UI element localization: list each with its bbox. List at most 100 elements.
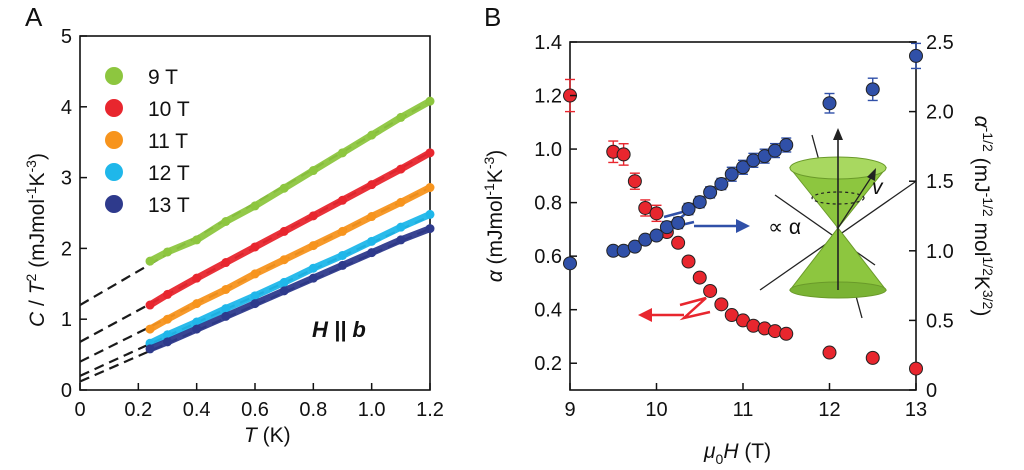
data-point <box>279 183 289 193</box>
data-point-alpha <box>724 308 739 323</box>
y-right-tick-label: 1.5 <box>926 171 954 193</box>
data-point <box>192 235 202 245</box>
data-point <box>396 112 406 122</box>
panel-a: A 0 0.2 0.4 0.6 0.8 1.0 1.2 0 1 2 3 4 5 9 T 10 T 11 T 1… <box>23 2 444 447</box>
data-point <box>308 241 318 251</box>
data-point-alpha <box>779 326 794 341</box>
data-point <box>396 222 406 232</box>
x-tick-label: 9 <box>564 399 575 421</box>
data-point-alpha-inv-sqrt <box>768 143 783 158</box>
y-left-tick-label: 0.4 <box>534 300 562 322</box>
red-arrowhead <box>638 308 652 322</box>
panel-b-ticks: 9 10 11 12 13 0.2 0.4 0.6 0.8 1.0 1.2 1.4 0 0.5 1.0 1.5… <box>534 32 954 421</box>
x-tick-label: 12 <box>818 399 840 421</box>
panel-a-xlabel: T (K) <box>244 424 291 447</box>
data-point <box>192 324 202 334</box>
data-point <box>396 197 406 207</box>
data-point <box>145 324 155 334</box>
data-point <box>308 211 318 221</box>
y-left-tick-label: 0.8 <box>534 193 562 215</box>
blue-arrowhead <box>736 219 750 233</box>
panel-b-letter: B <box>484 2 501 32</box>
data-point-alpha <box>865 350 880 365</box>
x-tick-label: 10 <box>645 399 667 421</box>
legend-marker <box>105 131 123 149</box>
x-tick-label: 0.8 <box>299 399 327 421</box>
y-tick-label: 2 <box>61 238 72 260</box>
y-tick-label: 5 <box>61 26 72 48</box>
data-point <box>425 224 435 234</box>
data-point <box>367 180 377 190</box>
energy-axis-arrowhead <box>833 128 843 140</box>
data-point-alpha <box>616 147 631 162</box>
data-point-alpha-inv-sqrt <box>865 82 880 97</box>
data-point-alpha <box>703 283 718 298</box>
y-right-tick-label: 2.5 <box>926 32 954 54</box>
x-tick-label: 13 <box>905 399 927 421</box>
data-point-alpha-inv-sqrt <box>681 202 696 217</box>
data-point <box>250 299 260 309</box>
y-left-tick-label: 0.2 <box>534 353 562 375</box>
x-tick-label: 1.0 <box>358 399 386 421</box>
data-point <box>163 337 172 347</box>
data-point-alpha-inv-sqrt <box>724 167 739 182</box>
data-point <box>192 273 202 283</box>
x-tick-label: 11 <box>733 399 754 421</box>
data-point-alpha-inv-sqrt <box>563 256 577 271</box>
data-point <box>425 96 435 106</box>
legend-marker <box>105 195 123 213</box>
y-tick-label: 4 <box>61 97 72 119</box>
data-point <box>250 291 260 301</box>
panel-a-ylabel: C / T2 (mJmol-1K-3) <box>23 153 49 327</box>
panel-a-data <box>145 96 435 354</box>
inset-velocity-label: v <box>872 176 884 199</box>
data-point <box>279 286 289 296</box>
data-point <box>425 148 435 158</box>
red-arrow-squiggle <box>679 296 711 321</box>
data-point <box>221 258 231 268</box>
data-point <box>338 226 347 236</box>
data-point <box>192 317 202 327</box>
data-point-alpha <box>714 297 729 312</box>
data-point <box>308 263 318 273</box>
data-point-alpha <box>909 361 923 376</box>
data-point <box>367 212 377 222</box>
panel-a-ticks: 0 0.2 0.4 0.6 0.8 1.0 1.2 0 1 2 3 4 5 <box>61 26 444 421</box>
data-point <box>163 289 172 299</box>
data-point-alpha-inv-sqrt <box>703 185 718 200</box>
legend-label: 12 T <box>148 162 190 185</box>
data-point <box>338 195 347 205</box>
data-point <box>279 226 289 236</box>
data-point <box>279 277 289 287</box>
data-point <box>338 148 347 158</box>
y-tick-label: 1 <box>61 309 72 331</box>
panel-a-legend: 9 T 10 T 11 T 12 T 13 T <box>105 66 190 217</box>
data-point <box>308 166 318 176</box>
data-point <box>221 311 231 321</box>
data-point <box>221 284 231 294</box>
legend-label: 13 T <box>148 194 190 217</box>
data-point <box>308 273 318 283</box>
data-point <box>221 216 231 226</box>
velocity-arrow <box>837 175 873 229</box>
dirac-cone-inset: v ∝ α <box>759 128 916 319</box>
data-point-alpha-inv-sqrt <box>692 195 707 210</box>
x-tick-label: 1.2 <box>416 399 444 421</box>
data-point <box>367 236 377 246</box>
data-point-alpha-inv-sqrt <box>822 96 837 111</box>
data-point <box>145 344 155 354</box>
panel-b-data <box>563 42 923 376</box>
data-point <box>396 235 406 245</box>
data-point-alpha <box>671 235 686 250</box>
data-point <box>396 164 406 174</box>
y-tick-label: 3 <box>61 168 72 190</box>
y-right-tick-label: 2.0 <box>926 102 954 124</box>
y-tick-label: 0 <box>61 380 72 402</box>
panel-b-xlabel: μ0H (T) <box>703 440 771 467</box>
legend-marker <box>105 99 123 117</box>
data-point <box>425 209 435 219</box>
x-tick-label: 0.6 <box>241 399 269 421</box>
panel-a-letter: A <box>25 2 43 32</box>
legend-label: 9 T <box>148 66 178 89</box>
